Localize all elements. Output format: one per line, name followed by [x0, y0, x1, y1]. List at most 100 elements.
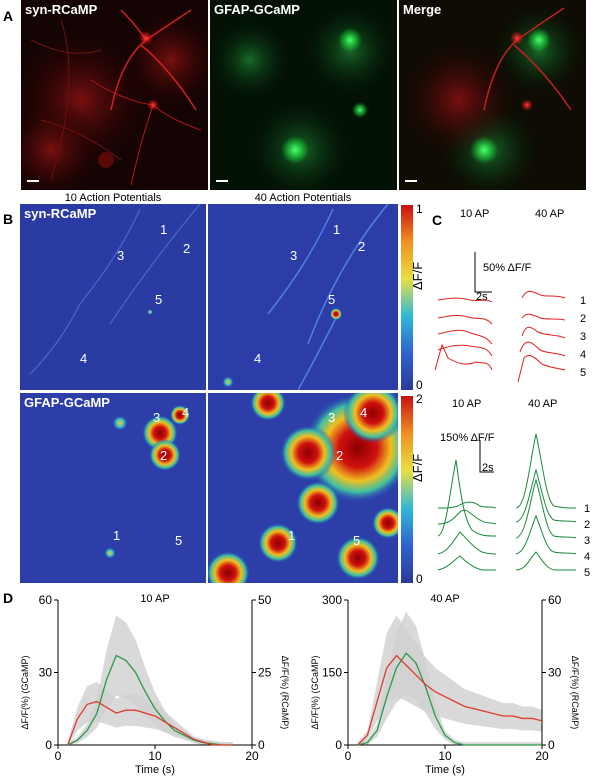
c-bottom-trace-label-4: 4 [584, 551, 590, 563]
x-tick-label: 20 [245, 749, 259, 763]
scale-bar [27, 180, 39, 182]
series-rcamp-line [357, 654, 543, 746]
y-tick-label-left: 0 [45, 738, 52, 752]
colorbar-gcamp [401, 396, 413, 583]
roi-5: 5 [353, 533, 361, 548]
rcamp-neurons-drawing [21, 0, 208, 190]
y-tick-label-left: 30 [39, 666, 53, 680]
y-axis-label-right: ΔF/F(%) (RCaMP) [570, 656, 580, 730]
gfap-gcamp-image: GFAP-GCaMP [210, 0, 397, 190]
y-tick-label-right: 30 [548, 666, 562, 680]
roi-2: 2 [183, 241, 191, 256]
colorbar-rcamp-min: 0 [416, 378, 423, 392]
heatmap-rcamp-10ap: syn-RCaMP 1 2 3 4 5 [20, 204, 206, 390]
roi-4: 4 [254, 351, 262, 366]
panel-b-letter: B [3, 211, 14, 227]
c-top-traces: 1 2 3 4 5 [434, 252, 586, 383]
roi-3: 3 [153, 410, 161, 425]
merge-image: Merge [399, 0, 586, 190]
roi-2: 2 [336, 448, 344, 463]
y-tick-label-left: 0 [335, 738, 342, 752]
roi-5: 5 [175, 533, 183, 548]
roi-1: 1 [160, 222, 168, 237]
c-bottom-col-40ap: 40 AP [528, 398, 558, 410]
merge-label: Merge [403, 2, 442, 17]
syn-rcamp-image: syn-RCaMP [21, 0, 208, 190]
c-top-trace-label-4: 4 [580, 349, 586, 361]
y-tick-label-left: 60 [39, 593, 53, 607]
series-gcamp-line [357, 652, 542, 746]
heatmap-gcamp-10ap: GFAP-GCaMP 1 2 3 4 5 [20, 393, 206, 583]
row-label-gcamp: GFAP-GCaMP [24, 395, 110, 410]
chart-40ap: 0 150 300 0 30 60 0 10 20 40 AP Time (s) ΔF/F(%) (G… [310, 593, 580, 776]
y-tick-label-right: 0 [548, 738, 555, 752]
y-tick-label-right: 60 [548, 593, 562, 607]
y-tick-label-right: 0 [258, 738, 265, 752]
y-tick-label-right: 50 [258, 593, 272, 607]
roi-5: 5 [155, 292, 163, 307]
gfap-gcamp-label: GFAP-GCaMP [214, 2, 300, 17]
rcamp-10ap-drawing [20, 204, 206, 390]
roi-1: 1 [113, 528, 121, 543]
c-bottom-scale-y: 150% ΔF/F [440, 432, 495, 444]
x-axis-label: Time (s) [135, 764, 175, 776]
colorbar-gcamp-max: 2 [416, 392, 423, 406]
roi-4: 4 [182, 405, 190, 420]
c-bottom-trace-label-3: 3 [584, 535, 590, 547]
sem-band-gcamp [67, 615, 233, 745]
y-axis-label-left: ΔF/F(%) (GCaMP) [20, 655, 30, 729]
sem-band-rcamp [67, 681, 233, 745]
c-bottom-trace-label-2: 2 [584, 519, 590, 531]
roi-4: 4 [360, 405, 368, 420]
x-tick-label: 20 [535, 749, 549, 763]
rcamp-40ap-drawing [208, 204, 398, 390]
x-tick-label: 10 [148, 749, 162, 763]
c-top-col-40ap: 40 AP [535, 208, 565, 220]
series-rcamp-line [67, 700, 233, 746]
y-axis-label-right: ΔF/F(%) (RCaMP) [280, 656, 290, 730]
roi-2: 2 [160, 448, 168, 463]
c-top-trace-label-5: 5 [580, 367, 586, 379]
chart-10ap: 0 30 60 0 25 50 0 10 20 10 AP Time (s) ΔF/F(%) (GCa… [20, 593, 290, 776]
syn-rcamp-label: syn-RCaMP [25, 2, 98, 17]
chart-title: 40 AP [430, 593, 459, 605]
heatmap-gcamp-40ap: 1 2 3 4 5 [208, 393, 398, 583]
c-top-scale-x: 2s [476, 291, 488, 303]
c-top-scale-y: 50% ΔF/F [483, 262, 532, 274]
c-bottom-trace-label-1: 1 [584, 503, 590, 515]
sem-band-rcamp [357, 615, 542, 745]
y-axis-label-left: ΔF/F(%) (GCaMP) [310, 655, 320, 729]
colorbar-gcamp-label: ΔF/F [410, 453, 425, 482]
col-header-40ap: 40 Action Potentials [254, 192, 352, 204]
chart-title: 10 AP [140, 593, 169, 605]
c-bottom-traces: 1 2 3 4 5 [437, 433, 590, 579]
merge-drawing [399, 0, 586, 190]
roi-4: 4 [80, 351, 88, 366]
colorbar-rcamp-max: 1 [416, 202, 423, 216]
c-bottom-trace-label-5: 5 [584, 567, 590, 579]
colorbar-rcamp [401, 205, 413, 390]
panel-d-letter: D [3, 590, 14, 606]
y-tick-label-right: 25 [258, 666, 272, 680]
colorbar-rcamp-label: ΔF/F [410, 261, 425, 290]
colorbar-gcamp-min: 0 [416, 572, 423, 586]
row-label-rcamp: syn-RCaMP [24, 206, 97, 221]
y-tick-label-left: 150 [322, 666, 342, 680]
c-top-trace-label-1: 1 [580, 295, 586, 307]
roi-5: 5 [328, 292, 336, 307]
roi-1: 1 [288, 528, 296, 543]
c-bottom-col-10ap: 10 AP [452, 398, 482, 410]
y-tick-label-left: 300 [322, 593, 342, 607]
roi-3: 3 [117, 248, 125, 263]
roi-3: 3 [328, 410, 336, 425]
heatmap-rcamp-40ap: 1 2 3 4 5 [208, 204, 398, 390]
c-top-trace-label-2: 2 [580, 313, 586, 325]
roi-1: 1 [333, 222, 341, 237]
panel-a-letter: A [3, 8, 14, 24]
gcamp-10ap-drawing [20, 393, 206, 583]
c-bottom-scale-x: 2s [482, 462, 494, 474]
x-tick-label: 10 [438, 749, 452, 763]
col-header-10ap: 10 Action Potentials [64, 192, 162, 204]
scale-bar [216, 180, 228, 182]
roi-2: 2 [358, 239, 366, 254]
